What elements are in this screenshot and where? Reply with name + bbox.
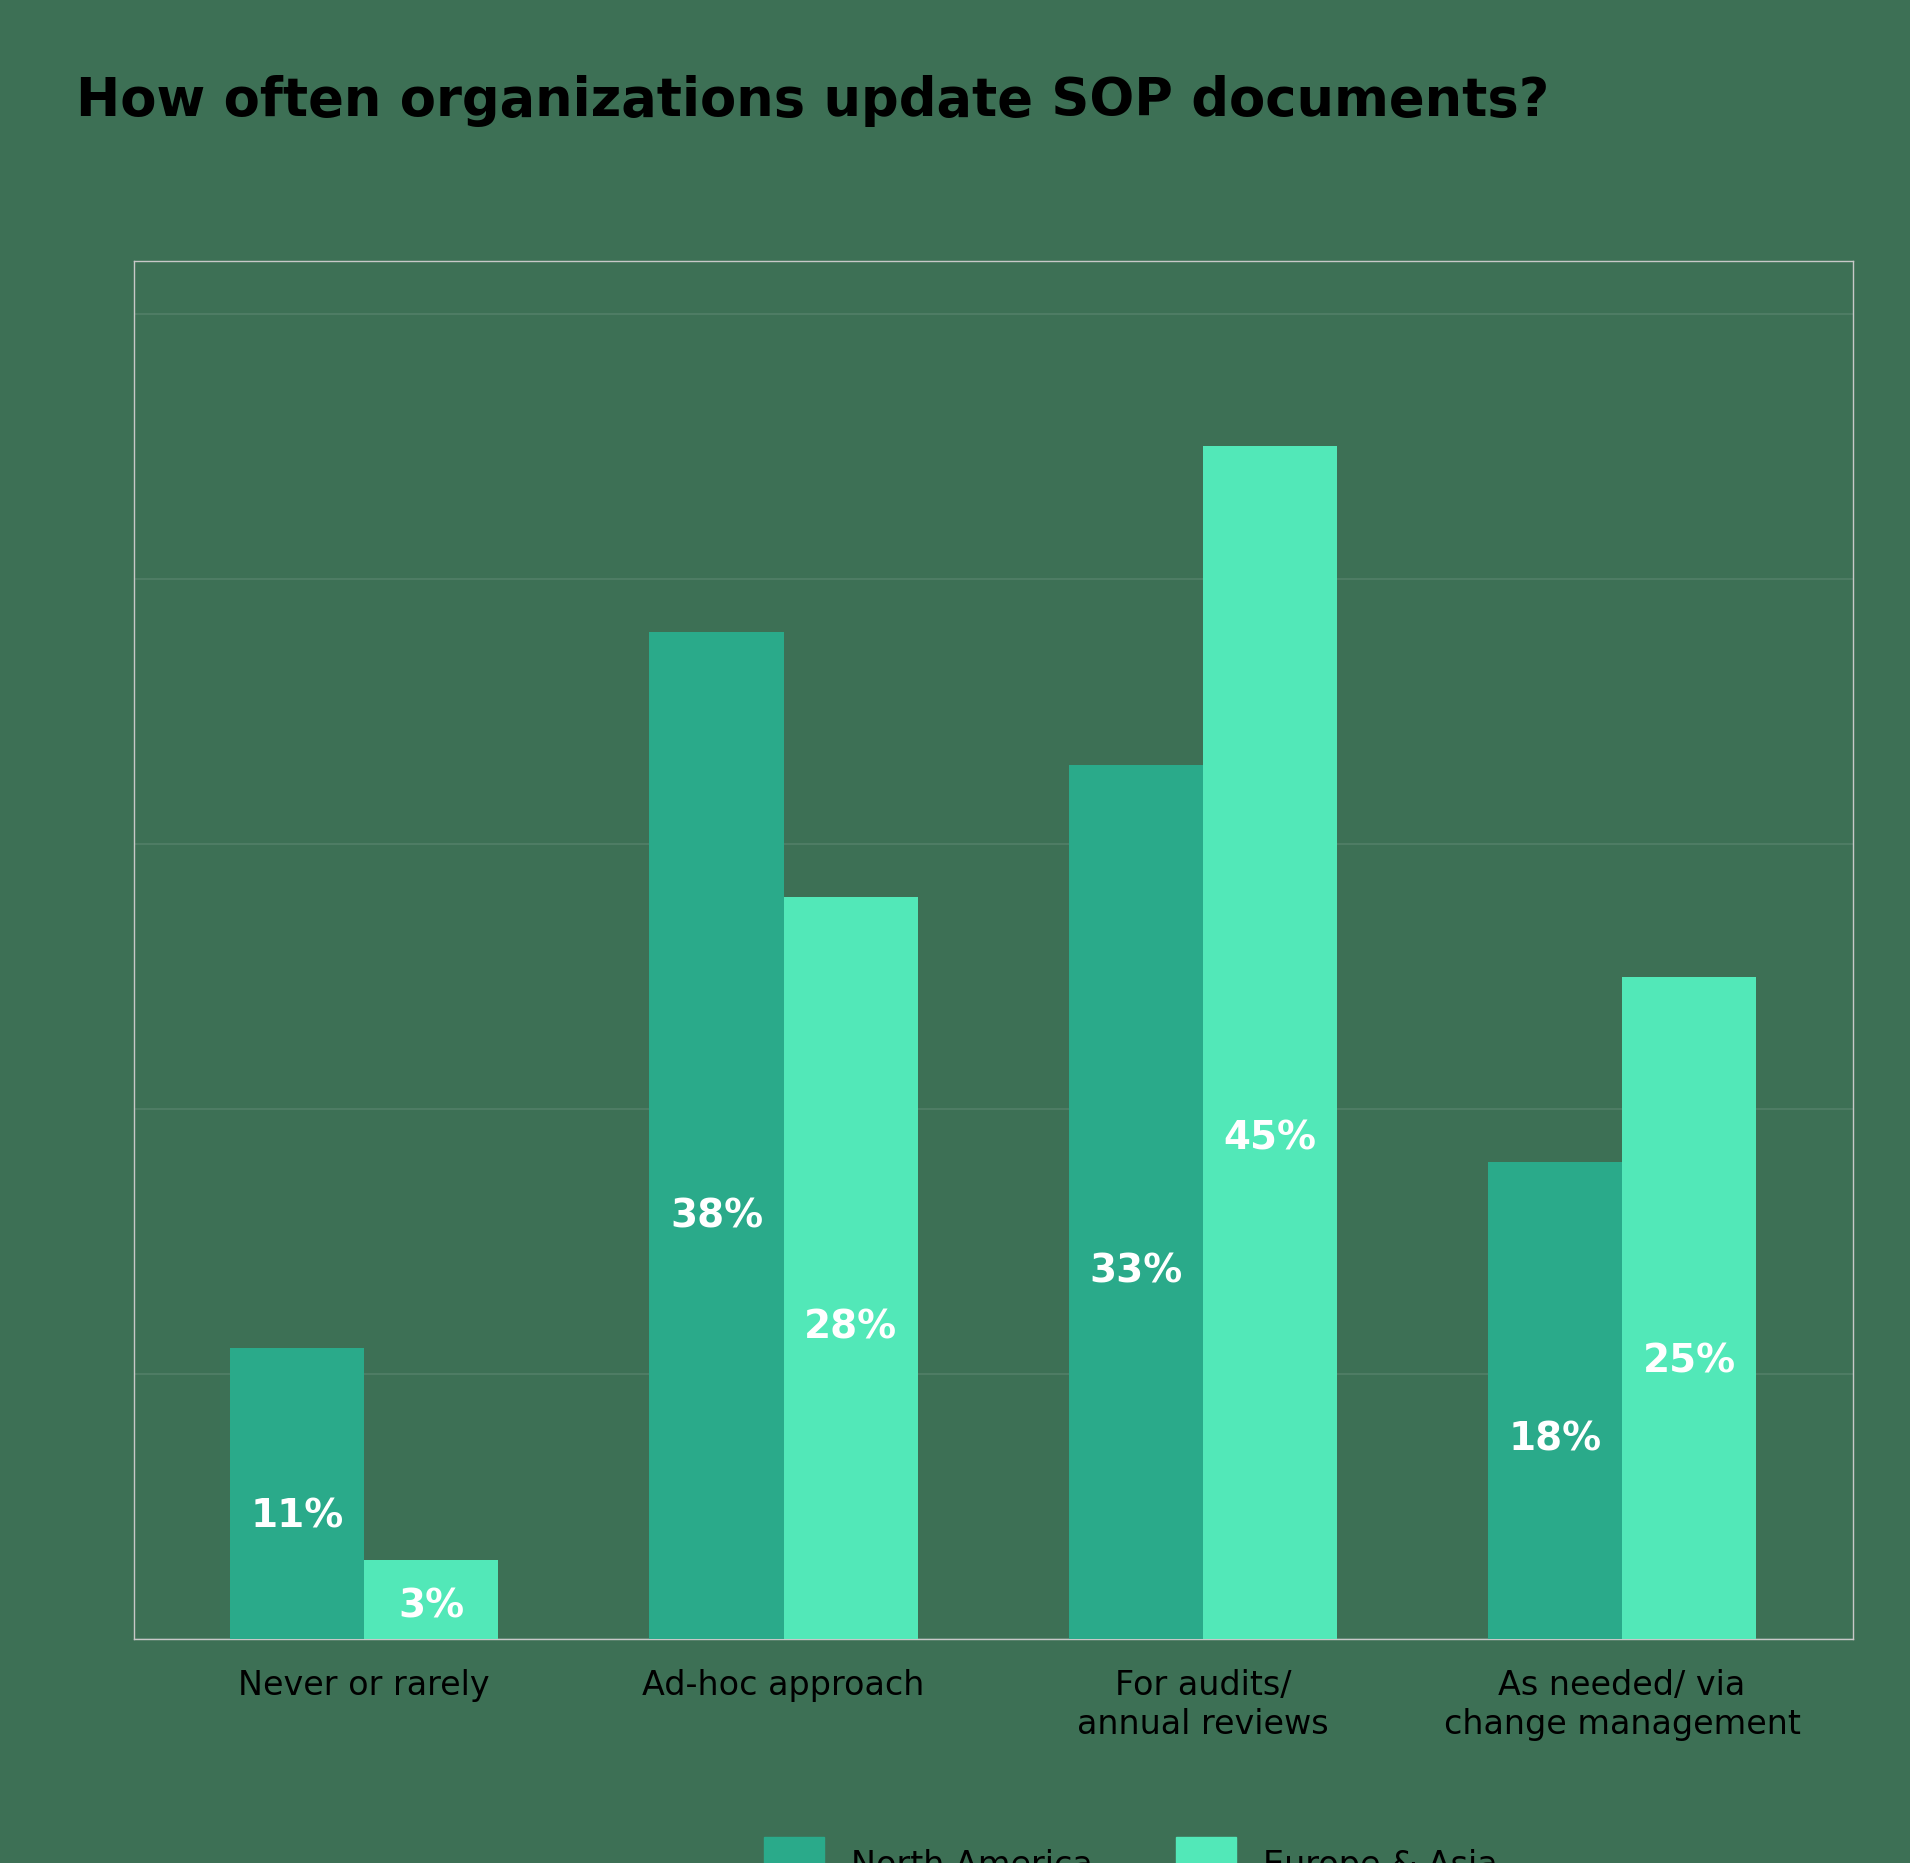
Text: 11%: 11% [250,1498,344,1535]
Text: How often organizations update SOP documents?: How often organizations update SOP docum… [76,75,1549,127]
Bar [365,1559,499,1639]
Bar [1203,447,1337,1639]
Bar [783,898,917,1639]
Text: 28%: 28% [804,1308,898,1347]
Legend: North America, Europe & Asia: North America, Europe & Asia [732,1803,1530,1863]
Text: 38%: 38% [670,1198,764,1235]
Text: 25%: 25% [1643,1341,1736,1380]
Bar [649,632,783,1639]
Text: 45%: 45% [1224,1120,1316,1157]
Text: 33%: 33% [1089,1254,1182,1291]
Text: 3%: 3% [399,1587,464,1625]
Bar [229,1347,365,1639]
Bar [1622,976,1757,1639]
Bar [1488,1163,1622,1639]
Bar [1070,764,1203,1639]
Text: 18%: 18% [1509,1420,1602,1459]
